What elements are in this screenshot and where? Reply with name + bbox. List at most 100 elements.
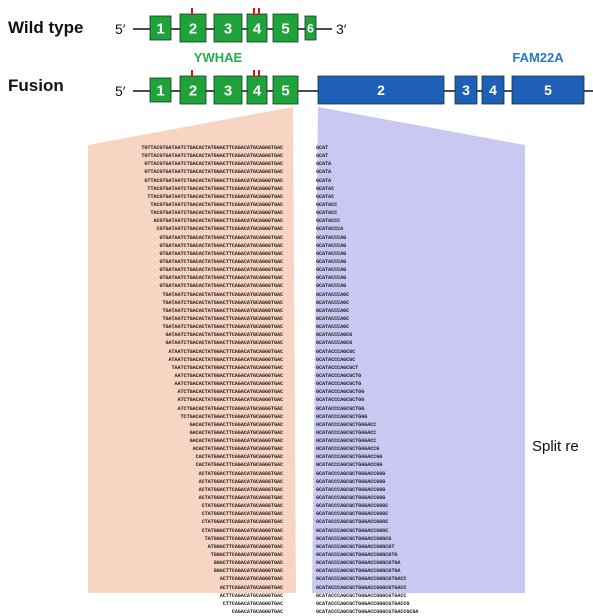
- ywhae-read-row: TAATCTGACACTATGGACTTCAGACATGCAGGGTGAC: [171, 364, 284, 371]
- ywhae-read-row: TGATAATCTGACACTATGGACTTCAGACATGCAGGGTGAC: [162, 307, 283, 314]
- ywhae-read-row: TTACGTGATAATCTGACACTATGGACTTCAGACATGCAGG…: [147, 185, 283, 192]
- ywhae-read-row: GGACTTCAGACATGCAGGGTGAC: [213, 568, 283, 575]
- ywhae-read-row: ACACTATGGACTTCAGACATGCAGGGTGAC: [192, 446, 283, 453]
- fusion-ywhae-exon-1: 1: [149, 77, 172, 103]
- ywhae-read-row: TGATAATCTGACACTATGGACTTCAGACATGCAGGGTGAC: [162, 324, 283, 331]
- fusion-fam22a-exon-3: 3: [454, 75, 478, 105]
- fam22a-read-row: GCATACCC: [316, 218, 341, 225]
- fam22a-read-row: GCATA: [316, 169, 332, 176]
- fam22a-read-row: GCATA: [316, 161, 332, 168]
- fam22a-read-row: GCATACCCAGCGCTGGGACC: [316, 429, 377, 436]
- fam22a-read-row: GCATAC: [316, 193, 335, 200]
- ywhae-read-row: ACGTGATAATCTGACACTATGGACTTCAGACATGCAGGGT…: [153, 218, 283, 225]
- ywhae-read-row: ATGGACTTCAGACATGCAGGGTGAC: [207, 543, 283, 550]
- wild-type-exon-5-box: [272, 13, 299, 43]
- wild-type-exon-4-box: [246, 13, 268, 43]
- fusion-diagram: Wild type 5′ 3′ 1 2 3 4 5 6 YWHAE FAM22A Fusi…: [8, 8, 593, 593]
- fam22a-read-row: GCATACCCAGCGCTGGGACCGGGCGTGA: [316, 560, 401, 567]
- fam22a-read-row: GCATACCCAGCGCTGGGACC: [316, 421, 377, 428]
- fam22a-read-row: GCATACCCAGCGCTG: [316, 381, 362, 388]
- wild-type-exon-1-number: 1: [156, 20, 164, 37]
- fusion-ywhae-exon-1-box: [149, 77, 172, 103]
- fam22a-read-row: GCATACCCAGCGCTGGGACCGG: [316, 454, 383, 461]
- ywhae-read-row: CTATGGACTTCAGACATGCAGGGTGAC: [201, 519, 283, 526]
- fusion-ywhae-exon-3-box: [213, 75, 243, 105]
- fusion-ywhae-exon-4: 4: [246, 75, 268, 105]
- fam22a-read-row: GCATACCCAGCGCTGGGACCG: [316, 446, 380, 453]
- ywhae-read-row: CAGACATGCAGGGTGAC: [231, 609, 283, 616]
- fam22a-read-row: GCATACCCAG: [316, 242, 347, 249]
- ywhae-read-row: GTGATAATCTGACACTATGGACTTCAGACATGCAGGGTGA…: [159, 275, 283, 282]
- fusion-5prime: 5′: [115, 83, 126, 99]
- ywhae-read-row: GTGATAATCTGACACTATGGACTTCAGACATGCAGGGTGA…: [159, 258, 283, 265]
- fusion-fam22a-exon-5-box: [511, 75, 585, 105]
- fam22a-read-row: GCATACCCAGC: [316, 299, 350, 306]
- wild-type-exon-4-number: 4: [253, 20, 262, 37]
- ywhae-read-row: GTGATAATCTGACACTATGGACTTCAGACATGCAGGGTGA…: [159, 250, 283, 257]
- ywhae-read-row: GACACTATGGACTTCAGACATGCAGGGTGAC: [189, 429, 284, 436]
- fusion-label: Fusion: [8, 76, 64, 95]
- fusion-fam22a-exon-2-box: [317, 75, 445, 105]
- fam22a-read-row: GCATACCCAGCGCTGGGACCGGG: [316, 478, 386, 485]
- wild-type-label: Wild type: [8, 18, 83, 37]
- wild-type-exon-1-box: [149, 15, 172, 41]
- ywhae-read-row: ACTATGGACTTCAGACATGCAGGGTGAC: [198, 486, 283, 493]
- fam22a-read-row: GCATACCCAGCGC: [316, 356, 356, 363]
- fam22a-read-row: GCATACCCAG: [316, 234, 347, 241]
- ywhae-gene-label: YWHAE: [194, 50, 243, 65]
- fam22a-read-row: GCATACCCAGCGCTGGGACCGGGCGTGACC: [316, 576, 407, 583]
- fam22a-read-row: GCATACCCAGCGCT: [316, 364, 359, 371]
- fam22a-read-row: GCATACCCAGCGCTG: [316, 372, 362, 379]
- fam22a-read-row: GCATACCCAGCGCTGGGACCGGGCGTGA: [316, 568, 401, 575]
- ywhae-read-row: ATCTGACACTATGGACTTCAGACATGCAGGGTGAC: [177, 389, 284, 396]
- wild-type-3prime: 3′: [336, 21, 347, 37]
- ywhae-read-row: TCTGACACTATGGACTTCAGACATGCAGGGTGAC: [180, 413, 284, 420]
- fam22a-read-row: GCATACCCAGCGCTGGGACCGGGCGTG: [316, 552, 398, 559]
- fusion-fam22a-exon-4: 4: [481, 75, 505, 105]
- ywhae-read-row: GTTACGTGATAATCTGACACTATGGACTTCAGACATGCAG…: [144, 161, 283, 168]
- fam22a-read-row: GCATACCCAG: [316, 267, 347, 274]
- fusion-ywhae-exon-4-number: 4: [253, 82, 262, 99]
- ywhae-read-row: CACTATGGACTTCAGACATGCAGGGTGAC: [195, 454, 283, 461]
- wild-type-exon-6-number: 6: [307, 21, 314, 35]
- fam22a-read-row: GCATACCCAGCGCTGGGACCGGGC: [316, 527, 389, 534]
- fusion-fam22a-exon-2-number: 2: [377, 82, 385, 98]
- ywhae-read-row: TATGGACTTCAGACATGCAGGGTGAC: [204, 535, 283, 542]
- fam22a-read-row: GCATACCCAGCGCTGG: [316, 397, 365, 404]
- ywhae-read-row: ATAATCTGACACTATGGACTTCAGACATGCAGGGTGAC: [168, 356, 284, 363]
- fusion-ywhae-exon-5: 5: [272, 75, 299, 105]
- ywhae-read-row: TGATAATCTGACACTATGGACTTCAGACATGCAGGGTGAC: [162, 291, 283, 298]
- fam22a-read-row: GCATACCCAG: [316, 275, 347, 282]
- ywhae-read-row: CTATGGACTTCAGACATGCAGGGTGAC: [201, 511, 283, 518]
- fam22a-read-row: GCATA: [316, 177, 332, 184]
- fam22a-read-row: GCATACCCAGCGCTGG: [316, 389, 365, 396]
- fam22a-read-row: GCATACCCAGCGCTGGGACCGGGC: [316, 503, 389, 510]
- fam22a-read-row: GCATACCCAGCGCTGGGACCGGGCGTGACC: [316, 584, 407, 591]
- fam22a-read-row: GCATACCCAGCGC: [316, 348, 356, 355]
- fam22a-read-row: GCATACCCAGCGCTGGGACCGGGC: [316, 511, 389, 518]
- fusion-ywhae-exon-5-number: 5: [281, 82, 289, 99]
- ywhae-read-row: GTTACGTGATAATCTGACACTATGGACTTCAGACATGCAG…: [144, 177, 283, 184]
- ywhae-read-row: ATCTGACACTATGGACTTCAGACATGCAGGGTGAC: [177, 405, 284, 412]
- fam22a-read-row: GCATACCCA: [316, 226, 344, 233]
- fam22a-read-row: GCATACCCAGCGCTGGGACCGGG: [316, 470, 386, 477]
- fam22a-read-row: GCATACCCAG: [316, 250, 347, 257]
- fam22a-read-row: GCATACC: [316, 201, 338, 208]
- ywhae-read-row: CTATGGACTTCAGACATGCAGGGTGAC: [201, 503, 283, 510]
- ywhae-read-row: ATAATCTGACACTATGGACTTCAGACATGCAGGGTGAC: [168, 348, 284, 355]
- fam22a-gene-label: FAM22A: [512, 50, 564, 65]
- fam22a-read-row: GCATACCCAGC: [316, 307, 350, 314]
- fusion-fam22a-exon-4-box: [481, 75, 505, 105]
- fam22a-read-fan: [312, 107, 525, 593]
- fusion-ywhae-exon-3: 3: [213, 75, 243, 105]
- fam22a-read-row: GCATACCCAGCGCTGGGACCGGGCG: [316, 535, 392, 542]
- fam22a-read-row: GCATACCCAGC: [316, 315, 350, 322]
- fam22a-read-row: GCATACC: [316, 210, 338, 217]
- ywhae-read-row: ACTTCAGACATGCAGGGTGAC: [219, 584, 283, 591]
- ywhae-read-row: GTGATAATCTGACACTATGGACTTCAGACATGCAGGGTGA…: [159, 283, 283, 290]
- ywhae-read-row: CGTGATAATCTGACACTATGGACTTCAGACATGCAGGGTG…: [156, 226, 283, 233]
- fusion-ywhae-exon-4-box: [246, 75, 268, 105]
- wild-type-exon-3-number: 3: [224, 20, 232, 37]
- fam22a-read-row: GCATACCCAG: [316, 258, 347, 265]
- ywhae-read-row: TGGACTTCAGACATGCAGGGTGAC: [210, 552, 283, 559]
